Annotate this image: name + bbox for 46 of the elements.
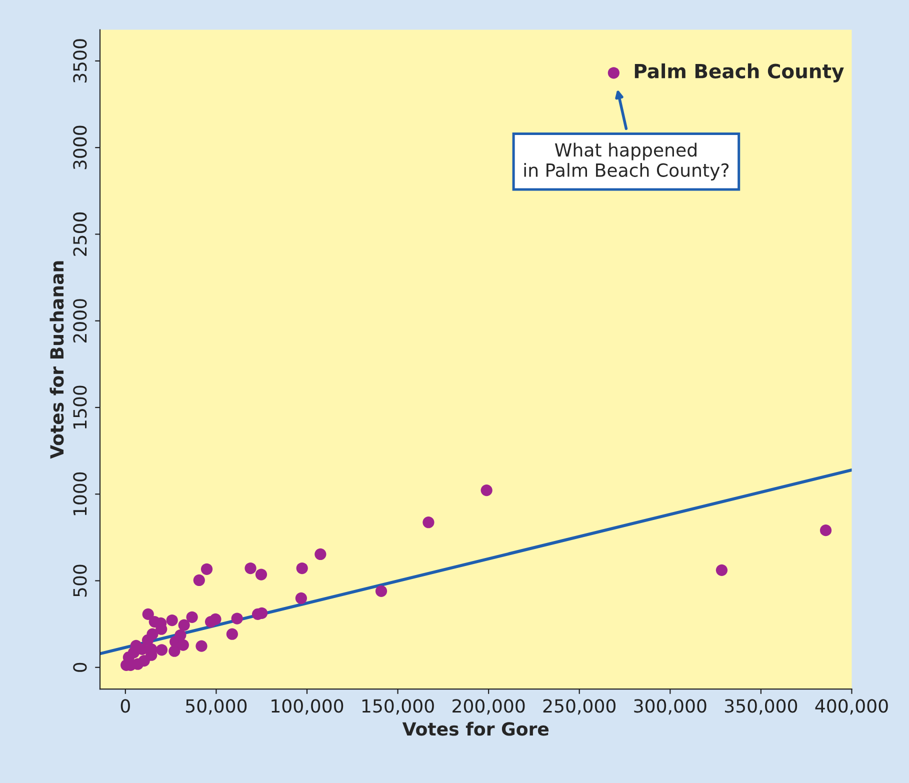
point: [314, 548, 326, 560]
point: [177, 639, 189, 651]
x-tick-label: 300,000: [634, 699, 706, 715]
point: [226, 628, 238, 640]
point: [200, 563, 213, 575]
x-tick-label: 100,000: [272, 699, 344, 715]
y-tick-label: 0: [73, 662, 87, 672]
point: [174, 629, 186, 641]
y-tick-label: 2500: [73, 212, 87, 256]
x-tick-label: 0: [120, 699, 130, 713]
x-axis-title: Votes for Gore: [402, 722, 549, 736]
x-tick-label: 150,000: [362, 699, 434, 715]
point: [296, 562, 308, 574]
point: [196, 640, 208, 652]
point: [231, 612, 243, 624]
point: [716, 564, 728, 576]
point: [186, 611, 198, 623]
x-tick-label: 400,000: [815, 699, 888, 715]
point: [375, 585, 388, 597]
point: [166, 614, 178, 626]
y-tick-label: 3500: [73, 39, 87, 83]
annotation: What happened in Palm Beach County?: [524, 142, 729, 180]
y-tick-label: 3000: [73, 126, 87, 170]
point: [210, 613, 222, 626]
y-tick-label: 2000: [73, 299, 87, 342]
point: [156, 644, 168, 656]
y-tick-label: 500: [73, 564, 87, 597]
point: [142, 608, 154, 620]
point: [608, 67, 620, 79]
point: [295, 592, 307, 604]
point: [480, 484, 492, 496]
point: [255, 568, 268, 580]
x-tick-label: 350,000: [724, 699, 798, 715]
point: [422, 516, 434, 528]
y-tick-label: 1500: [73, 386, 87, 428]
point: [193, 574, 205, 586]
point: [178, 619, 190, 631]
x-tick-label: 200,000: [452, 699, 525, 715]
y-axis-title: Votes for Buchanan: [50, 261, 64, 459]
y-tick-label: 1000: [73, 472, 87, 516]
point: [146, 628, 158, 640]
point: [820, 524, 832, 536]
annotation: Palm Beach County: [634, 63, 844, 82]
point: [244, 562, 256, 574]
x-tick-label: 250,000: [543, 699, 616, 715]
x-tick-label: 50,000: [186, 699, 247, 715]
